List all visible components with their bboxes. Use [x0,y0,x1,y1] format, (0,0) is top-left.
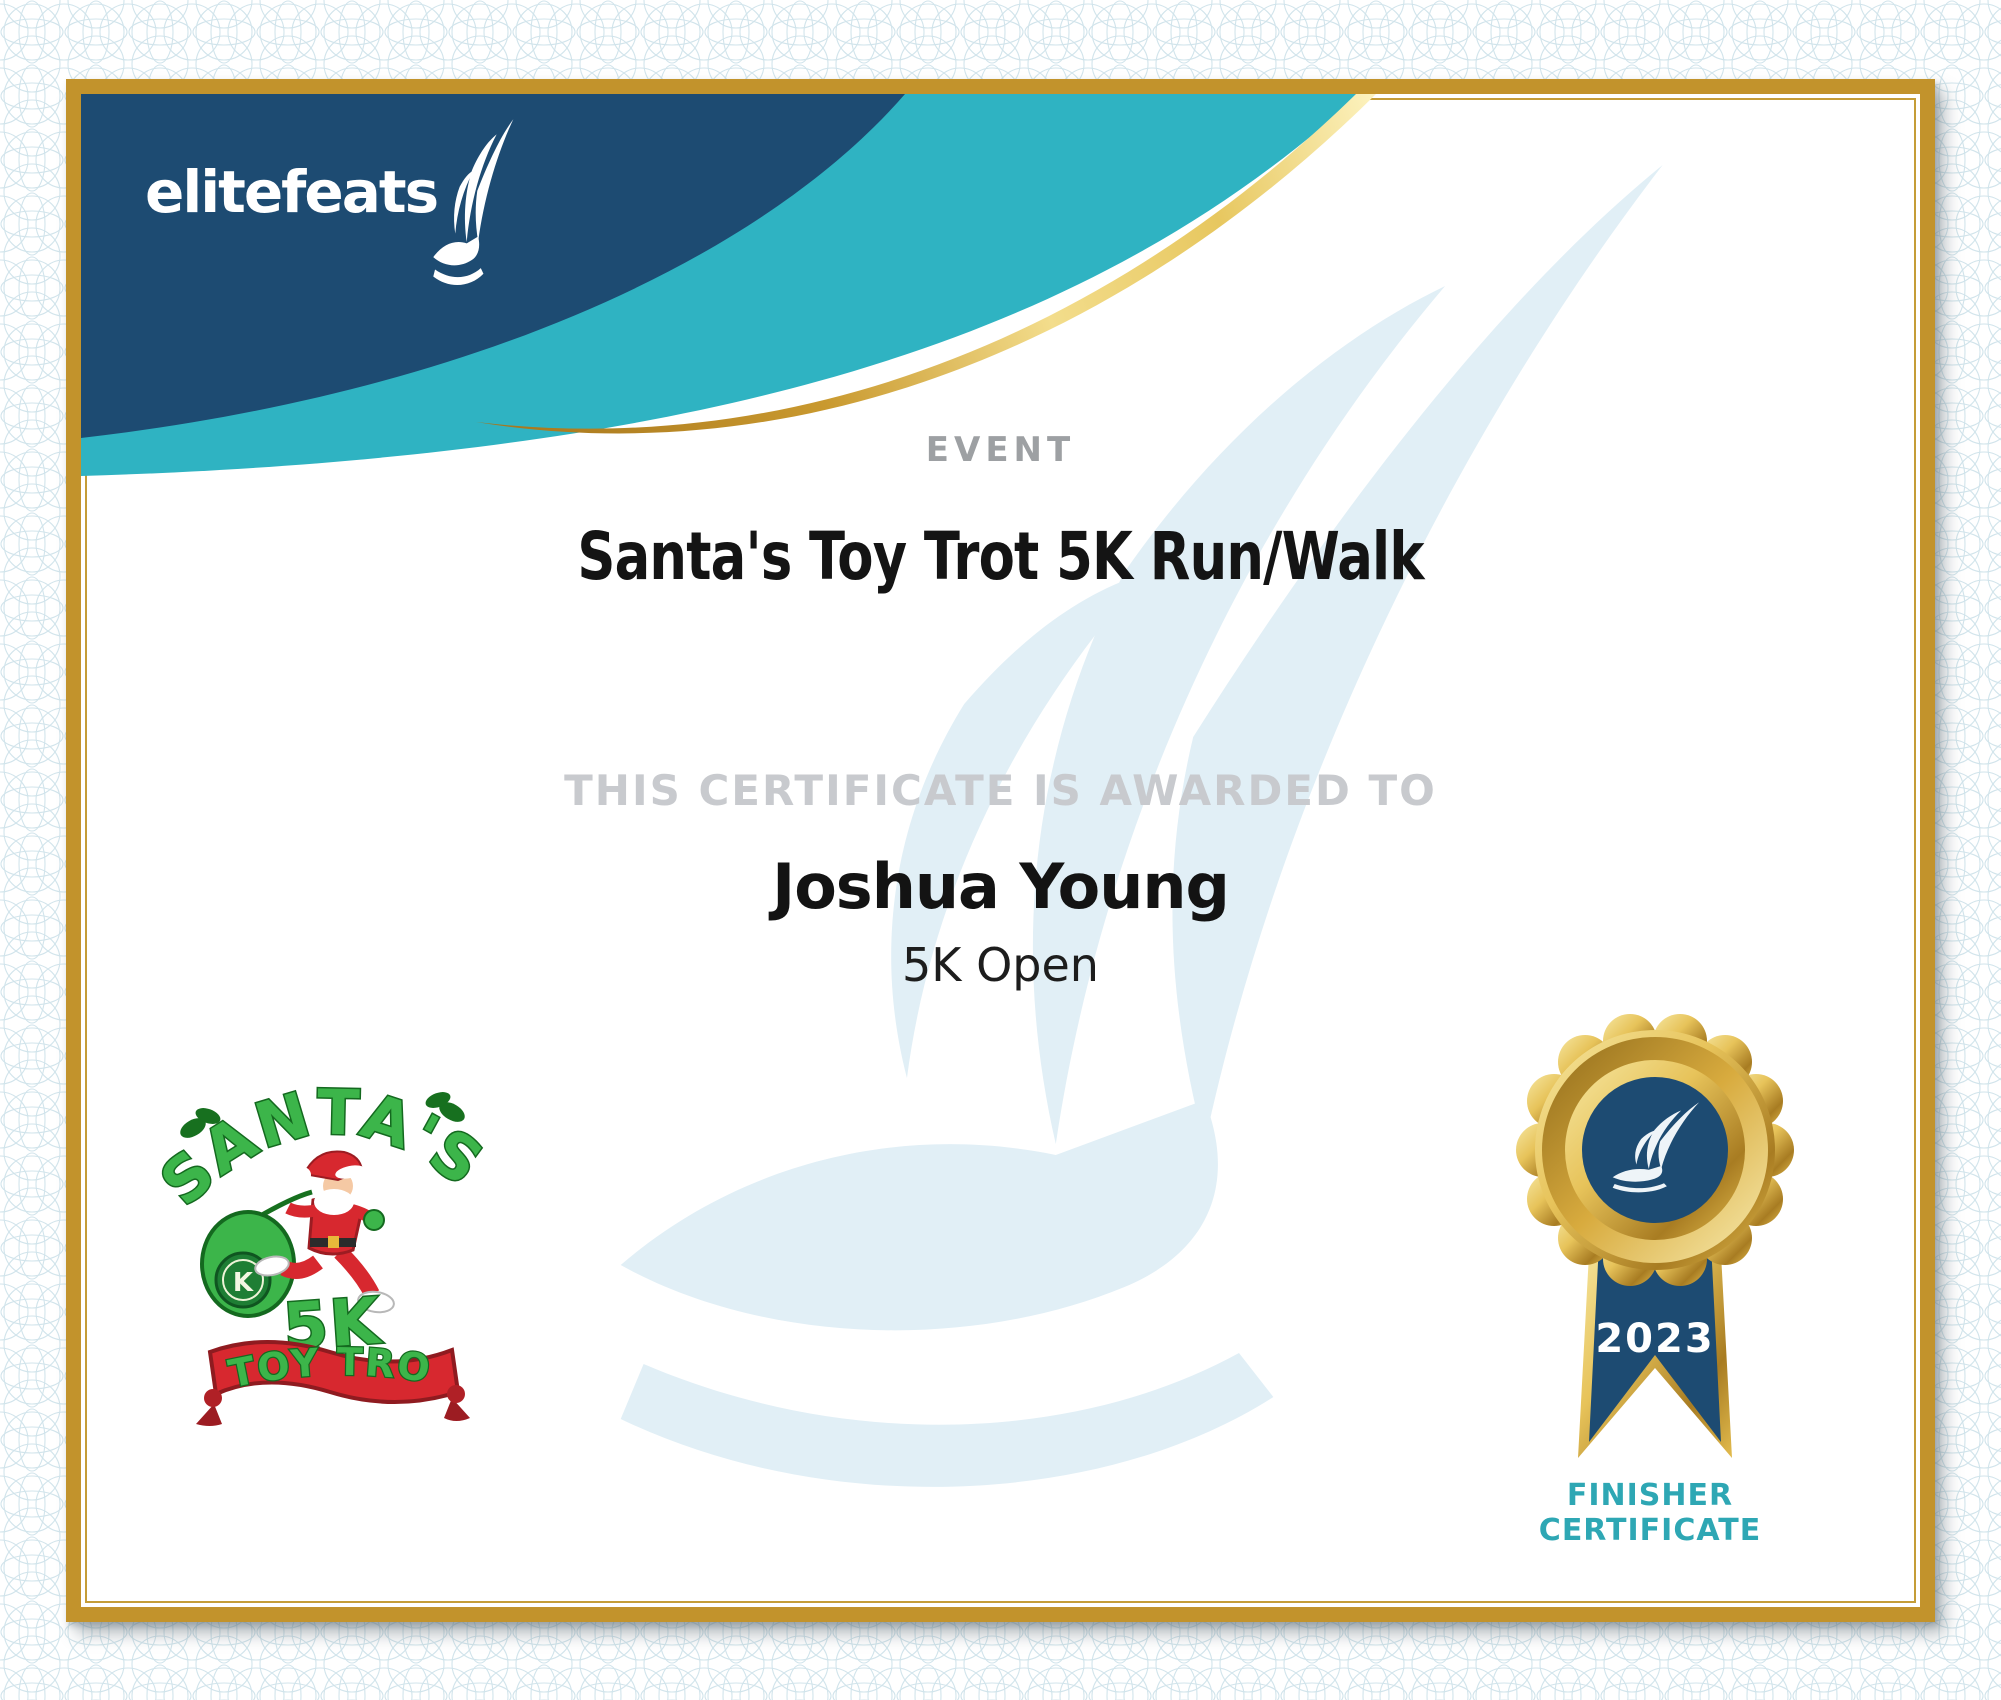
event-title: Santa's Toy Trot 5K Run/Walk [577,518,1424,595]
award-intro: THIS CERTIFICATE IS AWARDED TO [564,766,1437,815]
medal-year: 2023 [1595,1316,1715,1362]
race-division: 5K Open [902,938,1099,992]
medal-caption-certificate: CERTIFICATE [1538,1513,1762,1548]
event-label: EVENT [925,430,1076,470]
medal-caption-finisher: FINISHER [1566,1478,1734,1513]
brand-logo-text: elitefeats [145,158,439,226]
recipient-name: Joshua Young [772,850,1230,923]
